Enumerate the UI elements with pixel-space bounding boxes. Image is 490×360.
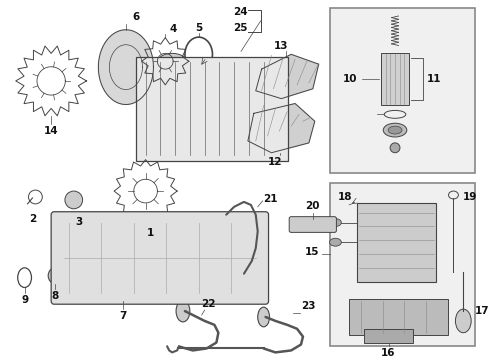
Polygon shape (248, 104, 315, 153)
Text: 23: 23 (301, 301, 316, 311)
Text: 14: 14 (44, 126, 58, 136)
Text: 13: 13 (274, 41, 289, 51)
Ellipse shape (329, 238, 342, 246)
Bar (329, 183, 475, 346)
Text: 21: 21 (264, 194, 278, 204)
Text: 3: 3 (75, 217, 82, 227)
FancyBboxPatch shape (51, 212, 269, 304)
Ellipse shape (226, 213, 234, 225)
Text: 9: 9 (21, 295, 28, 305)
Text: 10: 10 (343, 74, 358, 84)
Ellipse shape (176, 300, 190, 322)
Bar (136, 57, 288, 161)
Ellipse shape (48, 268, 62, 284)
Text: 19: 19 (464, 192, 478, 202)
Bar (381, 53, 409, 104)
Ellipse shape (455, 309, 471, 333)
Text: 25: 25 (233, 23, 247, 33)
Polygon shape (256, 54, 318, 99)
Text: 20: 20 (306, 201, 320, 211)
Text: 17: 17 (475, 306, 490, 316)
Text: 5: 5 (195, 23, 202, 33)
Circle shape (65, 191, 83, 209)
Ellipse shape (383, 123, 407, 137)
Ellipse shape (157, 53, 187, 71)
Text: 11: 11 (426, 74, 441, 84)
Ellipse shape (388, 126, 402, 134)
Ellipse shape (329, 219, 342, 226)
Text: 2: 2 (29, 214, 36, 224)
Text: 8: 8 (51, 291, 59, 301)
Text: 16: 16 (381, 348, 396, 359)
Ellipse shape (390, 143, 400, 153)
Bar (357, 203, 436, 282)
Text: 6: 6 (132, 12, 139, 22)
Text: 12: 12 (268, 157, 283, 167)
Ellipse shape (258, 307, 270, 327)
Text: 24: 24 (233, 7, 247, 17)
Text: 4: 4 (170, 24, 177, 34)
Text: 22: 22 (201, 299, 216, 309)
Bar (329, 8, 475, 174)
Bar (349, 299, 447, 335)
Text: 7: 7 (119, 311, 126, 321)
Text: 15: 15 (305, 247, 319, 257)
Bar (364, 329, 413, 343)
Text: 1: 1 (147, 229, 154, 238)
Text: 18: 18 (338, 192, 352, 202)
Polygon shape (98, 30, 153, 104)
FancyBboxPatch shape (289, 217, 337, 233)
